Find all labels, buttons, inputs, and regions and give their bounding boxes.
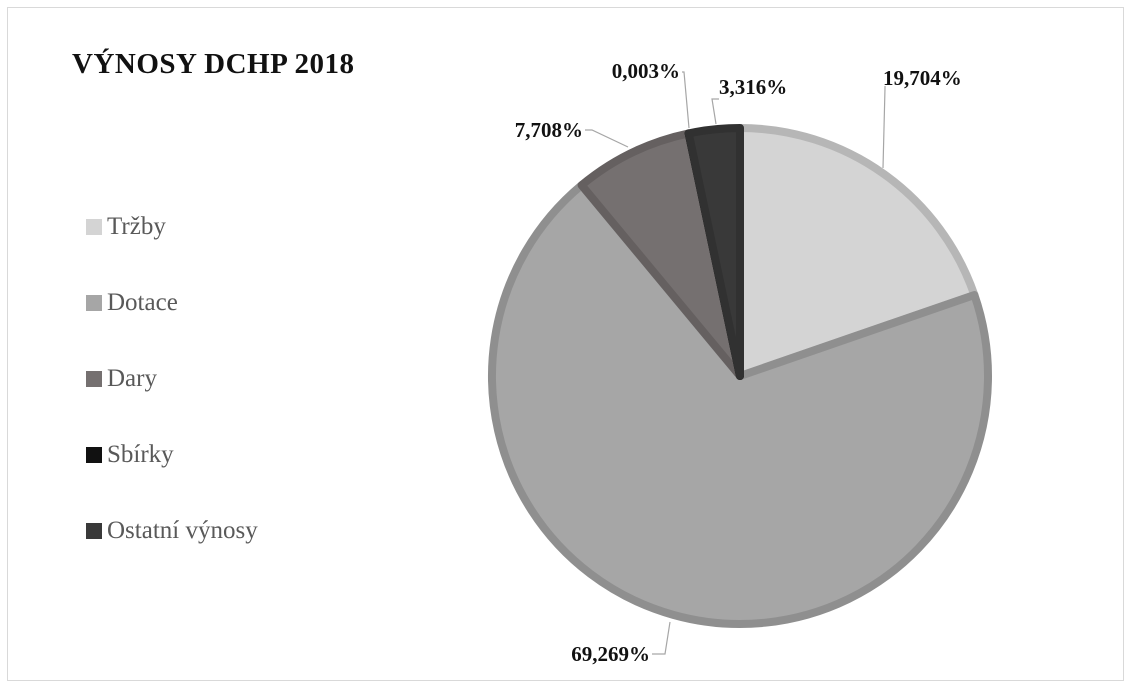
legend-swatch-ostatni-vynosy (86, 523, 102, 539)
legend-swatch-trzby (86, 219, 102, 235)
legend-swatch-dary (86, 371, 102, 387)
data-label-dotace: 69,269% (571, 642, 650, 666)
legend-swatch-dotace (86, 295, 102, 311)
legend-label-dary: Dary (107, 365, 157, 392)
legend-label-sbirky: Sbírky (107, 441, 174, 468)
leader-line-dary (585, 129, 629, 148)
legend-item-sbirky: Sbírky (86, 440, 174, 470)
legend-label-dotace: Dotace (107, 289, 178, 316)
data-label-dary: 7,708% (515, 118, 583, 142)
legend-label-ostatni-vynosy: Ostatní výnosy (107, 517, 258, 544)
leader-line-sbirky (682, 71, 690, 129)
legend-swatch-sbirky (86, 447, 102, 463)
data-label-sbirky: 0,003% (612, 59, 680, 83)
data-label-ostatni-vynosy: 3,316% (719, 75, 787, 99)
legend-item-trzby: Tržby (86, 212, 166, 242)
legend-item-dary: Dary (86, 364, 157, 394)
legend-label-trzby: Tržby (107, 213, 166, 240)
pie-slice-dotace (488, 181, 992, 628)
leader-line-ostatni-vynosy (711, 98, 719, 125)
leader-line-trzby (882, 86, 886, 169)
legend-item-dotace: Dotace (86, 288, 178, 318)
pie-slice-ostatni-vynosy (684, 124, 744, 380)
data-label-trzby: 19,704% (883, 66, 962, 90)
legend-item-ostatni-vynosy: Ostatní výnosy (86, 516, 258, 546)
leader-line-dotace (652, 621, 671, 655)
chart-title: VÝNOSY DCHP 2018 (72, 48, 355, 80)
